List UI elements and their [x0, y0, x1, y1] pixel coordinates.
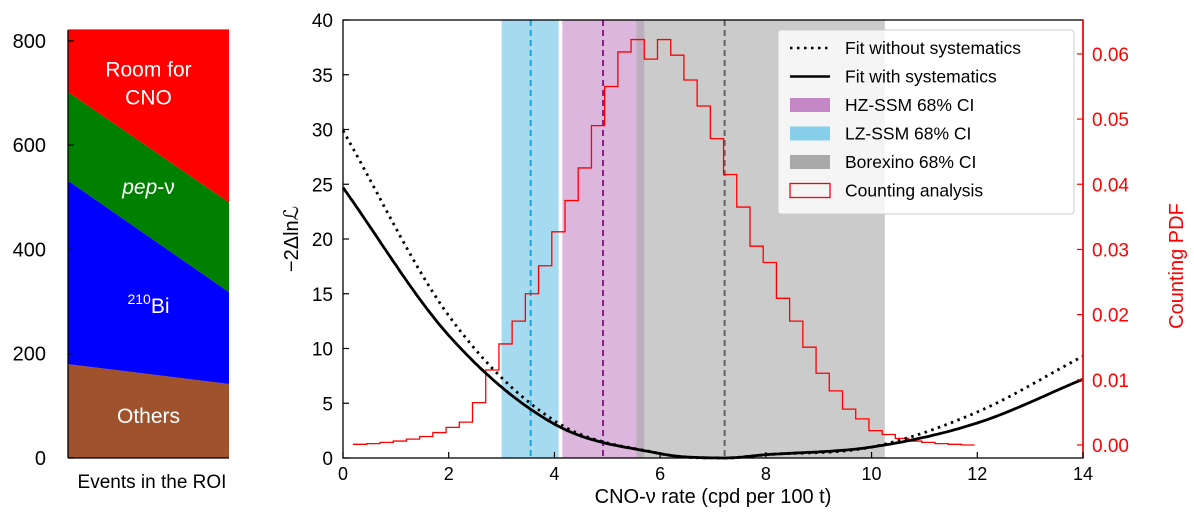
legend-box [777, 29, 1075, 215]
cno-likelihood-chart: 0 2 4 6 8 10 12 14 0 5 10 15 20 25 30 35 40 0.00 0.01 0.0… [281, 11, 1188, 508]
legend-handle-patch [790, 98, 830, 112]
legend-label: Fit with systematics [845, 67, 997, 87]
stack-label-bi-sup: 210 [127, 291, 151, 307]
fit-without-systematics-curve [341, 129, 1084, 460]
y2-axis-label: Counting PDF [1166, 203, 1188, 329]
left-x-label: Events in the ROI [78, 472, 227, 493]
y-tick-label: 35 [312, 66, 333, 87]
y2-tick-label: 0.04 [1092, 175, 1129, 196]
counting-histogram [352, 38, 975, 446]
y-tick-label: 20 [312, 230, 333, 251]
left-y-tick-label: 400 [13, 239, 46, 261]
y2-tick-label: 0.01 [1092, 371, 1129, 392]
x-tick-label: 10 [862, 464, 882, 484]
stack-label-line1: Room for [105, 58, 191, 81]
left-y-tick-label: 0 [35, 448, 46, 470]
stack-label-pep: pep-ν [121, 176, 175, 199]
x-tick-label: 2 [444, 464, 454, 484]
legend: Fit without systematics Fit with systemat… [777, 29, 1075, 215]
y2-tick-label: 0.00 [1092, 436, 1129, 457]
legend-label: Counting analysis [845, 181, 983, 201]
x-tick-label: 14 [1073, 464, 1093, 484]
stack-label-bi-rest: Bi [151, 295, 170, 318]
y2-tick-label: 0.05 [1092, 110, 1129, 131]
x-tick-label: 4 [549, 464, 559, 484]
legend-handle-patch [790, 126, 830, 141]
y-tick-label: 10 [312, 340, 333, 361]
x-tick-label: 12 [967, 464, 987, 484]
x-axis-label: CNO-ν rate (cpd per 100 t) [595, 486, 832, 508]
y-axis-label: −2Δlnℒ [281, 206, 303, 272]
legend-handle-patch [790, 155, 830, 169]
x-tick-label: 0 [338, 464, 348, 484]
stack-area-pep-nu [68, 91, 229, 293]
stack-label-others: Others [117, 405, 180, 428]
stack-area-others [68, 364, 229, 458]
left-y-tick-label: 200 [13, 344, 46, 366]
y-tick-label: 5 [322, 394, 333, 415]
y-tick-label: 30 [312, 121, 333, 142]
stack-area-room-for-cno [68, 29, 229, 203]
legend-label: HZ-SSM 68% CI [845, 95, 974, 115]
legend-handle-hist [789, 182, 831, 199]
legend-label: Borexino 68% CI [845, 152, 976, 172]
y2-tick-label: 0.02 [1092, 306, 1129, 327]
stack-label-bi: 210Bi [127, 291, 169, 318]
legend-label: LZ-SSM 68% CI [845, 124, 971, 144]
x-tick-label: 8 [761, 464, 771, 484]
legend-label: Fit without systematics [845, 38, 1021, 58]
stack-label-pep-rest: -ν [157, 176, 175, 199]
left-y-tick-label: 600 [13, 135, 46, 157]
y-tick-label: 0 [322, 449, 333, 470]
left-y-tick-label: 800 [13, 31, 46, 53]
y2-tick-label: 0.06 [1092, 45, 1129, 66]
x-tick-label: 6 [655, 464, 665, 484]
stack-label-pep-italic: pep [121, 176, 157, 199]
y-tick-label: 25 [312, 175, 333, 196]
y-tick-label: 40 [312, 11, 333, 32]
y2-tick-label: 0.03 [1092, 240, 1129, 261]
stack-label-line2: CNO [125, 86, 172, 109]
stack-area-210bi [68, 180, 229, 384]
events-stack-chart: Others 210Bi pep-ν Room for CNO 0 200 400 600 80… [13, 29, 229, 493]
y-tick-label: 15 [312, 285, 333, 306]
